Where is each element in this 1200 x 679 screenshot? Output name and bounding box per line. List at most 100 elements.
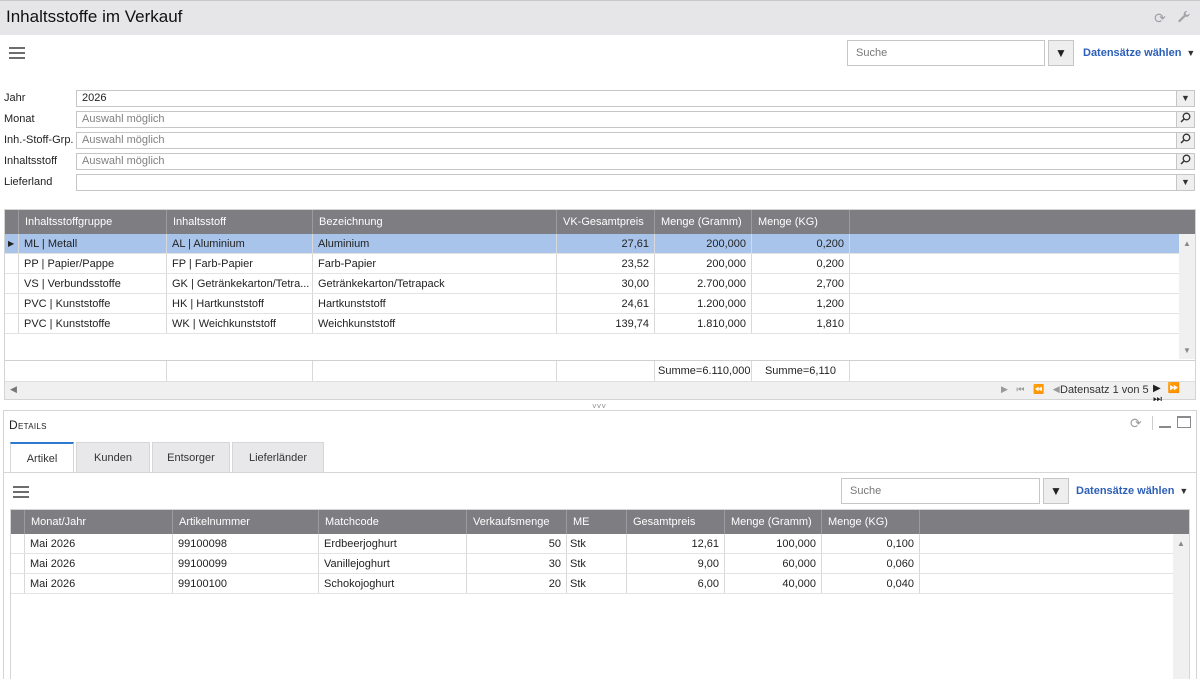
table-row[interactable]: PVC | Kunststoffe WK | Weichkunststoff Wei… xyxy=(5,314,1179,334)
table-cell: Stk xyxy=(567,574,627,593)
column-header[interactable]: Menge (Gramm) xyxy=(655,210,752,234)
column-header[interactable]: Verkaufsmenge xyxy=(467,510,567,534)
filter-label: Inhaltsstoff xyxy=(4,155,57,167)
menu-icon[interactable] xyxy=(9,47,25,59)
table-row[interactable]: ▶ ML | Metall AL | Aluminium Aluminium 27,61… xyxy=(5,234,1179,254)
column-header[interactable]: Menge (Gramm) xyxy=(725,510,822,534)
column-header[interactable]: Bezeichnung xyxy=(313,210,557,234)
pager-first-prev-icons[interactable]: ▶ ⏮ ⏪ ◀ xyxy=(1001,384,1063,394)
column-header[interactable]: VK-Gesamtpreis xyxy=(557,210,655,234)
articles-grid: Monat/Jahr Artikelnummer Matchcode Verkaufs… xyxy=(10,509,1190,679)
filter-icon: ▼ xyxy=(1055,46,1067,60)
details-search-input[interactable]: Suche xyxy=(841,478,1040,504)
table-cell: Stk xyxy=(567,534,627,553)
details-menu-icon[interactable] xyxy=(13,486,29,498)
maximize-icon[interactable] xyxy=(1177,416,1191,428)
filter-field[interactable]: 2026 ▼ xyxy=(76,90,1195,107)
magnifier-icon[interactable] xyxy=(1176,133,1194,148)
row-indicator-header xyxy=(11,510,25,534)
scroll-left-icon[interactable]: ◀ xyxy=(10,384,17,394)
table-row[interactable]: Mai 2026 99100100 Schokojoghurt 20 Stk 6,00 40… xyxy=(11,574,1173,594)
details-filter-button[interactable]: ▼ xyxy=(1043,478,1069,504)
refresh-icon[interactable]: ⟳ xyxy=(1154,10,1166,26)
tab-artikel[interactable]: Artikel xyxy=(10,442,74,473)
filter-field[interactable]: Auswahl möglich xyxy=(76,153,1195,170)
table-cell: 30 xyxy=(467,554,567,573)
column-header[interactable]: Menge (KG) xyxy=(752,210,850,234)
datasets-select-label: Datensätze wählen xyxy=(1083,47,1182,59)
datasets-select-label: Datensätze wählen xyxy=(1076,485,1175,497)
pager-next-last-icons[interactable]: ▶ ⏩ ⏭ xyxy=(1153,383,1182,405)
row-indicator xyxy=(11,574,25,593)
scroll-down-icon[interactable]: ▼ xyxy=(1183,346,1191,355)
table-row[interactable]: Mai 2026 99100099 Vanillejoghurt 30 Stk 9,00 6… xyxy=(11,554,1173,574)
separator xyxy=(1152,416,1153,430)
table-cell: 200,000 xyxy=(655,234,752,253)
table-cell: ML | Metall xyxy=(19,234,167,253)
scroll-up-icon[interactable]: ▲ xyxy=(1183,239,1191,248)
table-cell: 50 xyxy=(467,534,567,553)
magnifier-icon[interactable] xyxy=(1176,112,1194,127)
table-cell: WK | Weichkunststoff xyxy=(167,314,313,333)
scroll-up-icon[interactable]: ▲ xyxy=(1177,539,1185,548)
datasets-select-button[interactable]: Datensätze wählen ▼ xyxy=(1083,40,1195,66)
tab-entsorger[interactable]: Entsorger xyxy=(152,442,230,473)
table-cell: 1,810 xyxy=(752,314,850,333)
column-header[interactable]: Artikelnummer xyxy=(173,510,319,534)
filter-value: Auswahl möglich xyxy=(82,134,165,146)
filter-field[interactable]: ▼ xyxy=(76,174,1195,191)
tab-lieferländer[interactable]: Lieferländer xyxy=(232,442,324,473)
column-header[interactable]: Inhaltsstoffgruppe xyxy=(19,210,167,234)
table-cell: Hartkunststoff xyxy=(313,294,557,313)
row-indicator xyxy=(5,314,19,333)
splitter-handle[interactable]: ˅˅˅ xyxy=(592,402,607,411)
table-cell: 6,00 xyxy=(627,574,725,593)
grid-header: Monat/Jahr Artikelnummer Matchcode Verkaufs… xyxy=(11,510,1189,534)
table-cell: 99100099 xyxy=(173,554,319,573)
dropdown-arrow-icon[interactable]: ▼ xyxy=(1176,175,1194,190)
row-pointer-icon: ▶ xyxy=(5,234,19,253)
wrench-icon[interactable] xyxy=(1176,10,1192,26)
table-row[interactable]: PVC | Kunststoffe HK | Hartkunststoff Hart… xyxy=(5,294,1179,314)
minimize-icon[interactable] xyxy=(1159,426,1171,428)
column-header[interactable]: Gesamtpreis xyxy=(627,510,725,534)
filter-field[interactable]: Auswahl möglich xyxy=(76,132,1195,149)
row-indicator-header xyxy=(5,210,19,234)
column-header[interactable]: Monat/Jahr xyxy=(25,510,173,534)
row-indicator xyxy=(5,254,19,273)
table-cell: 60,000 xyxy=(725,554,822,573)
table-cell: 0,100 xyxy=(822,534,920,553)
table-row[interactable]: Mai 2026 99100098 Erdbeerjoghurt 50 Stk 12,61… xyxy=(11,534,1173,554)
title-bar: Inhaltsstoffe im Verkauf ⟳ xyxy=(0,0,1200,35)
table-cell: Stk xyxy=(567,554,627,573)
table-cell: 2.700,000 xyxy=(655,274,752,293)
tab-underline xyxy=(4,472,1196,473)
table-row[interactable]: PP | Papier/Pappe FP | Farb-Papier Farb-Pa… xyxy=(5,254,1179,274)
tab-kunden[interactable]: Kunden xyxy=(76,442,150,473)
column-header[interactable]: Menge (KG) xyxy=(822,510,920,534)
table-cell: 27,61 xyxy=(557,234,655,253)
table-cell: 0,200 xyxy=(752,254,850,273)
vertical-scrollbar[interactable]: ▲ xyxy=(1173,534,1189,679)
vertical-scrollbar[interactable]: ▲ ▼ xyxy=(1179,234,1195,359)
details-datasets-select-button[interactable]: Datensätze wählen ▼ xyxy=(1076,478,1188,504)
filter-value: Auswahl möglich xyxy=(82,113,165,125)
magnifier-icon[interactable] xyxy=(1176,154,1194,169)
filter-label: Lieferland xyxy=(4,176,53,188)
search-input[interactable]: Suche xyxy=(847,40,1045,66)
table-cell: 1.200,000 xyxy=(655,294,752,313)
table-cell: Farb-Papier xyxy=(313,254,557,273)
filter-field[interactable]: Auswahl möglich xyxy=(76,111,1195,128)
details-refresh-icon[interactable]: ⟳ xyxy=(1130,415,1142,431)
filter-button[interactable]: ▼ xyxy=(1048,40,1074,66)
grid-header: Inhaltsstoffgruppe Inhaltsstoff Bezeichnun… xyxy=(5,210,1195,234)
column-header[interactable]: ME xyxy=(567,510,627,534)
table-cell: 99100100 xyxy=(173,574,319,593)
dropdown-arrow-icon[interactable]: ▼ xyxy=(1176,91,1194,106)
column-header[interactable]: Inhaltsstoff xyxy=(167,210,313,234)
table-cell: 23,52 xyxy=(557,254,655,273)
table-row[interactable]: VS | Verbundsstoffe GK | Getränkekarton/T… xyxy=(5,274,1179,294)
table-cell: PP | Papier/Pappe xyxy=(19,254,167,273)
column-header[interactable]: Matchcode xyxy=(319,510,467,534)
summary-cell xyxy=(557,361,655,381)
